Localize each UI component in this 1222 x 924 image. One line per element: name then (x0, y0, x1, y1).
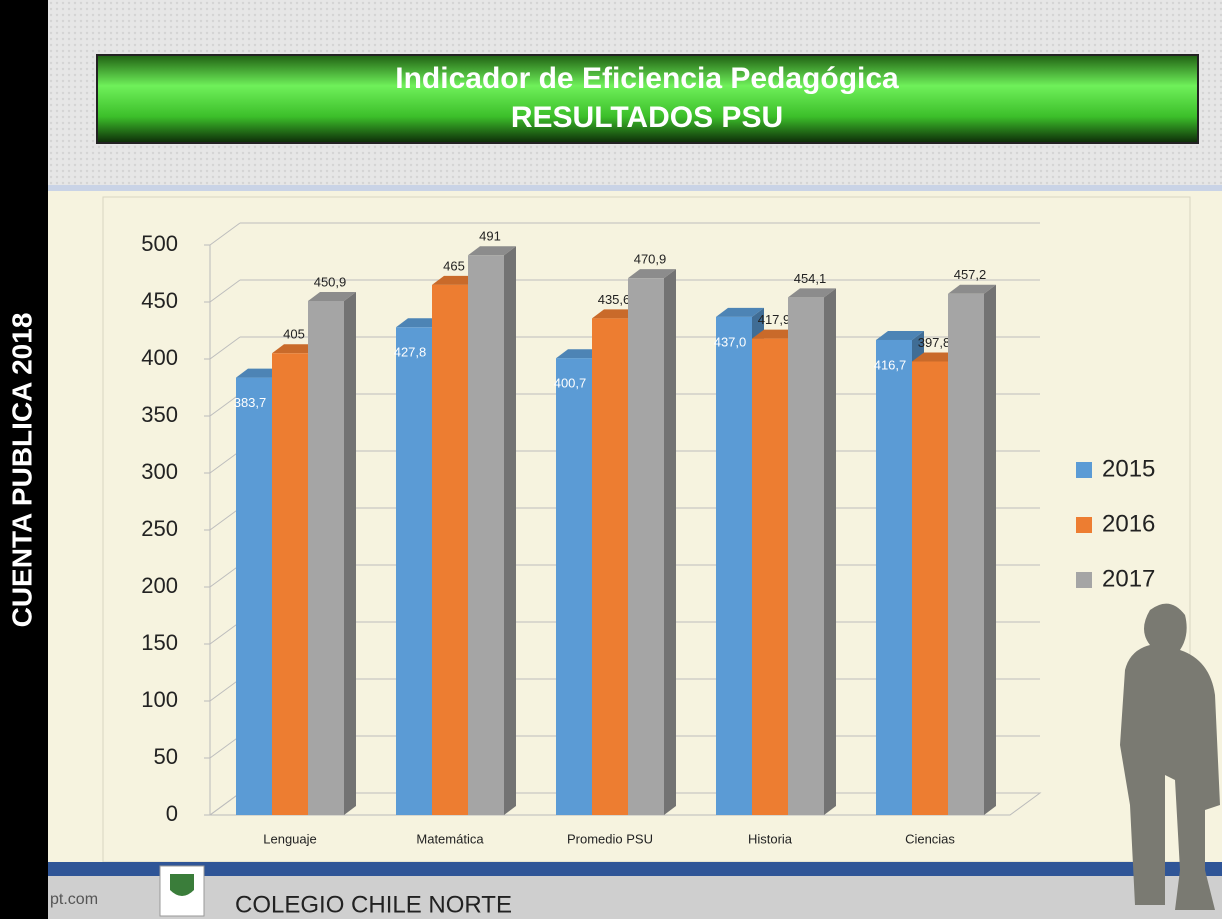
x-tick-label: Lenguaje (263, 831, 317, 846)
data-label: 427,8 (394, 345, 427, 360)
legend-label: 2016 (1102, 510, 1155, 537)
bar-side (984, 285, 996, 815)
legend-swatch (1076, 517, 1092, 533)
bar (468, 255, 504, 815)
data-label: 397,8 (918, 335, 951, 350)
data-label: 416,7 (874, 357, 907, 372)
legend-swatch (1076, 462, 1092, 478)
y-tick-label: 300 (141, 459, 178, 484)
data-label: 450,9 (314, 274, 347, 289)
x-tick-label: Matemática (416, 831, 484, 846)
y-tick-label: 250 (141, 516, 178, 541)
footer-band (48, 876, 1222, 919)
bar (628, 278, 664, 815)
logo-shield (170, 874, 194, 896)
data-label: 417,9 (758, 312, 791, 327)
chart-subtitle: RESULTADOS PSU (511, 101, 783, 134)
bar-side (664, 269, 676, 815)
data-label: 405 (283, 327, 305, 342)
bar-side (824, 288, 836, 815)
data-label: 400,7 (554, 376, 587, 391)
y-tick-label: 450 (141, 288, 178, 313)
y-tick-label: 0 (166, 801, 178, 826)
y-tick-label: 100 (141, 687, 178, 712)
legend-label: 2015 (1102, 455, 1155, 482)
bar (272, 353, 308, 815)
y-tick-label: 400 (141, 345, 178, 370)
data-label: 457,2 (954, 267, 987, 282)
school-name: COLEGIO CHILE NORTE (235, 891, 512, 918)
bar (788, 297, 824, 815)
bar (876, 340, 912, 815)
bar (308, 301, 344, 815)
y-tick-label: 200 (141, 573, 178, 598)
slide: Indicador de Eficiencia Pedagógica RESUL… (0, 0, 1222, 919)
bar (396, 327, 432, 815)
bar (432, 285, 468, 815)
bar-side (344, 292, 356, 815)
x-tick-label: Promedio PSU (567, 831, 653, 846)
legend-label: 2017 (1102, 565, 1155, 592)
data-label: 470,9 (634, 252, 667, 267)
y-tick-label: 500 (141, 231, 178, 256)
bar (912, 362, 948, 815)
chart-title: Indicador de Eficiencia Pedagógica (395, 62, 899, 95)
footer-rule (48, 862, 1222, 876)
y-tick-label: 150 (141, 630, 178, 655)
data-label: 454,1 (794, 271, 827, 286)
bar-side (504, 246, 516, 815)
x-tick-label: Historia (748, 831, 793, 846)
header-rule (0, 185, 1222, 191)
x-tick-label: Ciencias (905, 831, 955, 846)
data-label: 465 (443, 258, 465, 273)
legend-swatch (1076, 572, 1092, 588)
data-label: 435,6 (598, 292, 631, 307)
bar (236, 378, 272, 815)
bar (752, 339, 788, 815)
data-label: 437,0 (714, 334, 747, 349)
bar (716, 317, 752, 815)
bar (556, 358, 592, 815)
y-tick-label: 50 (154, 744, 178, 769)
bar (948, 294, 984, 815)
bar (592, 318, 628, 815)
data-label: 491 (479, 229, 501, 244)
side-text: CUENTA PUBLICA 2018 (6, 313, 37, 628)
data-label: 383,7 (234, 395, 267, 410)
y-tick-label: 350 (141, 402, 178, 427)
footer-site: pt.com (50, 891, 98, 908)
